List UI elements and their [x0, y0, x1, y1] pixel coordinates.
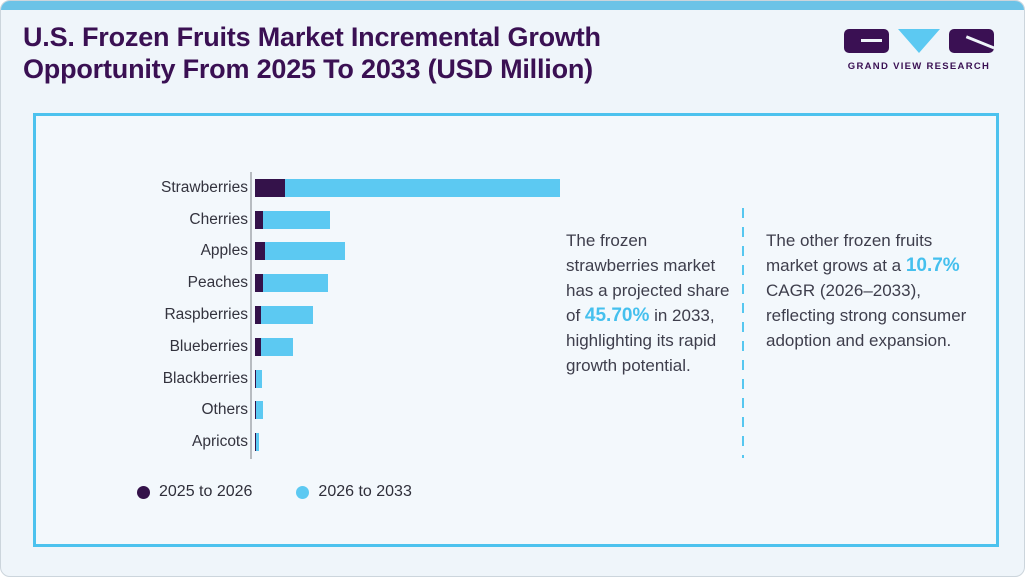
bar-track — [255, 306, 313, 325]
bar-rows: Strawberries Cherries Apples Peaches Raspber… — [36, 172, 646, 458]
dashed-divider — [742, 208, 744, 458]
bar-segment-2026-to-2033 — [261, 337, 293, 356]
bar-label: Apples — [200, 242, 248, 260]
legend-item: 2026 to 2033 — [296, 483, 412, 501]
bar-label: Peaches — [187, 274, 248, 292]
y-axis-line — [250, 172, 252, 459]
bar-track — [255, 274, 328, 293]
bar-segment-2025-to-2026 — [255, 433, 256, 452]
bar-label: Raspberries — [164, 306, 248, 324]
logo-shapes — [844, 29, 994, 55]
legend-swatch — [296, 485, 310, 499]
bar-row: Cherries — [36, 204, 646, 236]
bar-label: Strawberries — [161, 178, 248, 196]
bar-label: Others — [201, 401, 248, 419]
gvr-logo: GRAND VIEW RESEARCH — [844, 29, 994, 72]
bar-segment-2026-to-2033 — [261, 306, 313, 325]
bar-segment-2025-to-2026 — [255, 210, 263, 229]
callout2-highlight: 10.7% — [905, 255, 960, 276]
callout2-text-post: CAGR (2026–2033), reflecting strong cons… — [766, 281, 967, 350]
bar-track — [255, 401, 263, 420]
bar-row: Blackberries — [36, 363, 646, 395]
bar-segment-2025-to-2026 — [255, 337, 261, 356]
legend-item: 2025 to 2026 — [137, 483, 252, 501]
bar-track — [255, 210, 330, 229]
bar-label: Blueberries — [169, 337, 248, 355]
bar-segment-2026-to-2033 — [256, 433, 259, 452]
bar-track — [255, 369, 262, 388]
top-accent-bar — [1, 1, 1024, 10]
callout1-highlight: 45.70% — [584, 305, 650, 326]
bar-segment-2025-to-2026 — [255, 401, 256, 420]
bar-segment-2026-to-2033 — [263, 274, 328, 293]
bar-track — [255, 433, 259, 452]
bar-label: Cherries — [189, 210, 248, 228]
callout-strawberries: The frozen strawberries market has a pro… — [566, 228, 742, 378]
bar-segment-2025-to-2026 — [255, 178, 285, 197]
legend-label: 2026 to 2033 — [318, 483, 412, 500]
bar-row: Strawberries — [36, 172, 646, 204]
bar-segment-2025-to-2026 — [255, 306, 261, 325]
bar-segment-2026-to-2033 — [263, 210, 330, 229]
page-title-line1: U.S. Frozen Fruits Market Incremental Gr… — [23, 22, 601, 52]
callout1-text-post: in 2033, highlighting its rapid growth p… — [566, 306, 717, 375]
callout1-text-pre: The frozen strawberries market has a pro… — [566, 231, 730, 325]
bar-segment-2026-to-2033 — [285, 178, 560, 197]
chart-legend: 2025 to 2026 2026 to 2033 — [137, 483, 412, 501]
bar-segment-2025-to-2026 — [255, 242, 265, 261]
bar-track — [255, 178, 560, 197]
bar-row: Apricots — [36, 426, 646, 458]
page-title: U.S. Frozen Fruits Market Incremental Gr… — [23, 21, 601, 85]
bar-row: Raspberries — [36, 299, 646, 331]
bar-segment-2026-to-2033 — [256, 401, 263, 420]
bar-segment-2025-to-2026 — [255, 369, 256, 388]
bar-row: Peaches — [36, 267, 646, 299]
callout-other-fruits: The other frozen fruits market grows at … — [766, 228, 980, 353]
legend-label: 2025 to 2026 — [159, 483, 253, 500]
page-title-line2: Opportunity From 2025 To 2033 (USD Milli… — [23, 54, 593, 84]
chart-card: Strawberries Cherries Apples Peaches Raspber… — [33, 113, 999, 547]
bar-row: Blueberries — [36, 331, 646, 363]
logo-r-block-icon — [949, 29, 994, 53]
bar-track — [255, 242, 345, 261]
logo-wordmark: GRAND VIEW RESEARCH — [847, 61, 991, 72]
bar-segment-2025-to-2026 — [255, 274, 263, 293]
bar-row: Apples — [36, 236, 646, 268]
bar-segment-2026-to-2033 — [265, 242, 345, 261]
bar-label: Blackberries — [162, 369, 248, 387]
logo-v-triangle-icon — [898, 29, 940, 53]
legend-swatch — [137, 485, 150, 499]
bar-track — [255, 337, 293, 356]
callout2-text-pre: The other frozen fruits market grows at … — [766, 231, 933, 275]
bar-row: Others — [36, 395, 646, 427]
bar-segment-2026-to-2033 — [256, 369, 262, 388]
bar-label: Apricots — [192, 433, 248, 451]
logo-g-block-icon — [844, 29, 889, 53]
